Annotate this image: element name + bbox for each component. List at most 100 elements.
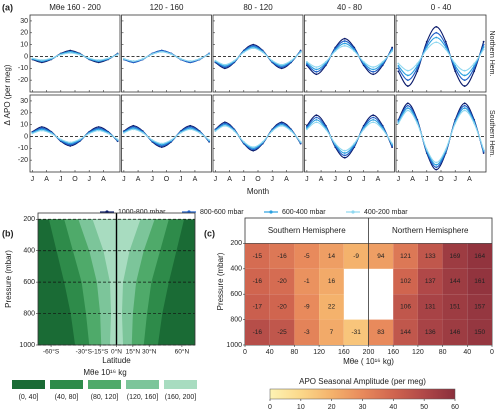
point [242, 51, 245, 54]
heat-cell [343, 243, 369, 269]
legend-marker [269, 210, 273, 214]
cell-label: 14 [328, 253, 336, 260]
x-tick-label: A [136, 176, 141, 183]
cell-label: 157 [474, 304, 485, 311]
point [397, 67, 400, 70]
column-header: Mθe 160 - 200 [49, 3, 101, 12]
point [406, 74, 409, 77]
cell-label: 144 [400, 329, 411, 336]
cell-label: 136 [425, 329, 436, 336]
point [141, 57, 144, 60]
point [482, 46, 485, 48]
point [416, 65, 419, 67]
series-line [306, 42, 393, 71]
x-tick-label: J [362, 176, 366, 183]
point [88, 132, 91, 135]
cell-label: 146 [450, 329, 461, 336]
legend-swatch [50, 380, 83, 389]
x-tick-label: J [31, 176, 35, 183]
point [463, 85, 466, 87]
x-tick-label: J [214, 176, 218, 183]
x-axis-label: Latitude [102, 356, 131, 365]
x-tick-label: 120 [412, 349, 424, 356]
heat-cell [294, 268, 320, 295]
x-tick-label: J [334, 176, 338, 183]
point [271, 130, 274, 133]
x-tick-label: -60°S [43, 348, 60, 356]
x-axis-label: Month [247, 187, 269, 196]
point [151, 139, 154, 141]
x-tick-label: J [242, 176, 246, 183]
heat-cell [417, 243, 443, 269]
series-line [215, 122, 302, 151]
point [315, 121, 318, 124]
point [343, 156, 346, 159]
point [425, 46, 428, 48]
column-header: 0 - 40 [431, 3, 452, 12]
point [372, 121, 375, 124]
point [59, 138, 62, 141]
y-tick-label: -10 [18, 145, 28, 152]
x-tick-label: J [397, 176, 401, 183]
point [416, 122, 419, 125]
point [170, 53, 173, 55]
series-line [397, 36, 485, 76]
x-tick-label: 160 [338, 349, 350, 356]
legend-swatch [88, 380, 121, 389]
y-tick-label: 800 [230, 316, 242, 323]
heat-cell [467, 243, 492, 269]
point [343, 44, 346, 47]
point [40, 59, 43, 61]
point [463, 102, 466, 105]
colorbar-tick-label: 30 [359, 404, 367, 411]
y-tick-label: -20 [18, 77, 28, 84]
legend-label: 800-600 mbar [200, 209, 244, 216]
point [372, 73, 375, 76]
point [290, 59, 293, 62]
point [343, 42, 346, 45]
y-tick-label: -10 [18, 65, 28, 72]
series-line [306, 121, 393, 152]
point [31, 57, 34, 60]
cell-label: 151 [450, 304, 461, 311]
point [444, 43, 447, 46]
heat-cell [442, 268, 468, 295]
point [315, 73, 318, 76]
series-line [397, 107, 485, 166]
point [391, 50, 394, 53]
point [353, 142, 356, 145]
series-line [215, 46, 302, 67]
cell-label: -9 [353, 253, 359, 260]
cell-label: 137 [425, 278, 436, 285]
point [179, 132, 182, 134]
heat-cell [245, 319, 270, 345]
point [444, 40, 447, 43]
panel-frame [121, 14, 212, 93]
point [473, 65, 476, 67]
cell-label: 83 [377, 329, 385, 336]
panel-label: (b) [2, 228, 14, 238]
point [252, 146, 255, 149]
x-tick-label: A [193, 176, 198, 183]
point [397, 65, 400, 67]
point [78, 138, 81, 141]
row-label: Northern Hem. [488, 31, 495, 77]
point [223, 124, 226, 127]
point [473, 122, 476, 125]
point [444, 148, 447, 151]
series-line [123, 128, 210, 145]
point [189, 128, 192, 131]
point [397, 62, 400, 65]
heat-cell [319, 319, 344, 345]
panel-frame [29, 94, 121, 173]
legend-label: (120, 160] [127, 394, 159, 401]
cell-label: -25 [277, 329, 287, 336]
point [391, 142, 394, 145]
point [435, 25, 438, 28]
heat-cell [245, 294, 270, 320]
point [463, 74, 466, 77]
series-line [32, 128, 118, 145]
panel-frame [395, 14, 487, 93]
point [208, 53, 211, 55]
